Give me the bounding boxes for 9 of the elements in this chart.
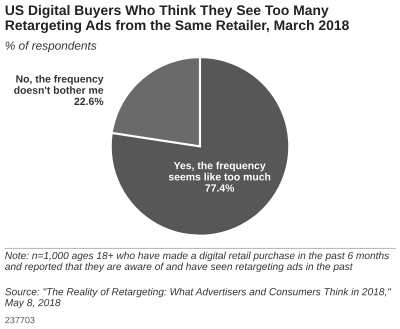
data-label: 22.6% [74,98,104,106]
text: 237703 [5,316,35,324]
slice-label: No, the frequency doesn't bother me [14,74,104,94]
data-label: 77.4% [205,184,234,192]
chart-title: US Digital Buyers Who Think They See Too Many Retargeting Ads from the Same Retailer, March 2018 [6,4,349,33]
slice-label: Yes, the frequency seems like too much [168,162,270,180]
chart-subtitle: % of respondents [6,41,96,52]
source-note: Source: "The Reality of Retargeting: What Advertisers and Consumers Think in 2018," May 8, 2018 [5,288,392,308]
text: Note: n=1,000 ages 18+ who have made a digital retail purchase in the past 6 months and reported that they are aware of and have seen retargeting ads in the past [5,252,389,272]
